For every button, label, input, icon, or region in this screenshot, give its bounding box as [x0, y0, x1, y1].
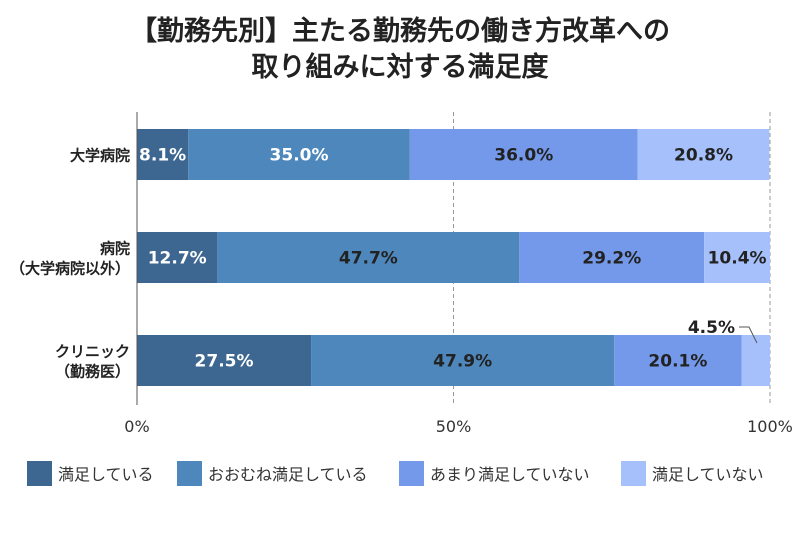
data-label: 10.4%	[708, 249, 767, 269]
legend-label: 満足している	[58, 465, 154, 484]
category-label: （勤務医）	[55, 363, 130, 381]
data-label: 35.0%	[270, 146, 329, 166]
bar-segment	[311, 335, 615, 386]
data-label: 47.7%	[339, 249, 398, 269]
data-label: 47.9%	[433, 352, 492, 372]
data-label: 20.8%	[674, 146, 733, 166]
x-tick-label: 100%	[747, 417, 793, 436]
bar-segment	[519, 232, 705, 283]
bar-segment	[137, 129, 189, 180]
x-tick-label: 50%	[436, 417, 472, 436]
bar-segment	[637, 129, 770, 180]
data-label: 4.5%	[688, 318, 735, 338]
bar-segment	[409, 129, 638, 180]
bar-segment	[704, 232, 770, 283]
bar-segment	[188, 129, 410, 180]
category-label: 病院	[100, 240, 130, 258]
legend-swatch	[399, 461, 424, 486]
x-tick-label: 0%	[124, 417, 149, 436]
bar-segment	[217, 232, 520, 283]
legend-swatch	[27, 461, 52, 486]
data-label: 8.1%	[139, 146, 186, 166]
category-label: （大学病院以外）	[10, 260, 130, 278]
category-label: クリニック	[55, 343, 130, 361]
legend-label: おおむね満足している	[208, 465, 368, 484]
data-label: 27.5%	[195, 352, 254, 372]
leader-line	[739, 326, 758, 344]
data-label: 36.0%	[494, 146, 553, 166]
title-line-1: 【勤務先別】主たる勤務先の働き方改革への	[130, 16, 670, 47]
category-label: 大学病院	[70, 147, 130, 165]
bar-segment	[137, 232, 218, 283]
data-label: 29.2%	[582, 249, 641, 269]
chart-title: 【勤務先別】主たる勤務先の働き方改革への 取り組みに対する満足度	[0, 14, 800, 86]
bar-segment	[741, 335, 770, 386]
legend-label: 満足していない	[652, 465, 764, 484]
title-line-2: 取り組みに対する満足度	[251, 52, 549, 83]
legend-swatch	[177, 461, 202, 486]
bar-segment	[137, 335, 312, 386]
data-label: 20.1%	[648, 352, 707, 372]
bar-segment	[614, 335, 742, 386]
legend-label: あまり満足していない	[430, 465, 590, 484]
data-label: 12.7%	[148, 249, 207, 269]
legend-swatch	[621, 461, 646, 486]
